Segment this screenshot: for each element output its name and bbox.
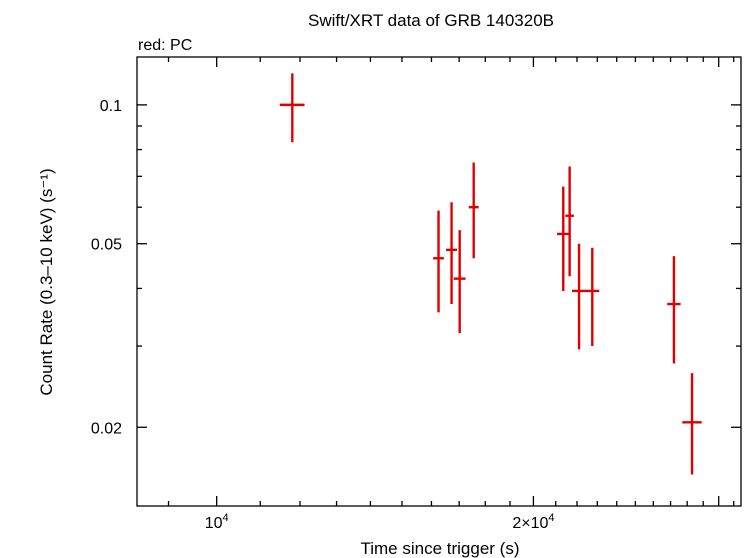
x-tick-label: 2×104 xyxy=(512,512,554,532)
x-tick-label: 104 xyxy=(205,512,229,532)
axis-tick-labels: 0.1 0.05 0.02 104 2×104 xyxy=(91,98,555,532)
data-point xyxy=(571,243,587,350)
y-axis-label: Count Rate (0.3–10 keV) (s⁻¹) xyxy=(37,168,56,395)
chart-title: Swift/XRT data of GRB 140320B xyxy=(308,11,554,30)
data-point xyxy=(279,73,305,143)
data-point xyxy=(446,202,457,305)
chart-subtitle: red: PC xyxy=(138,37,192,54)
data-point xyxy=(453,230,466,334)
data-point xyxy=(682,373,702,475)
data-point xyxy=(557,186,570,291)
data-point xyxy=(565,166,574,277)
y-tick-label: 0.05 xyxy=(91,237,122,254)
data-point xyxy=(667,256,681,364)
data-points xyxy=(279,73,702,475)
axis-ticks xyxy=(137,57,741,506)
x-axis-label: Time since trigger (s) xyxy=(360,539,519,558)
y-tick-label: 0.02 xyxy=(91,420,122,437)
y-tick-label: 0.1 xyxy=(100,98,122,115)
data-point xyxy=(585,247,600,347)
data-point xyxy=(433,210,444,313)
plot-frame xyxy=(136,56,742,507)
data-point xyxy=(468,162,479,259)
